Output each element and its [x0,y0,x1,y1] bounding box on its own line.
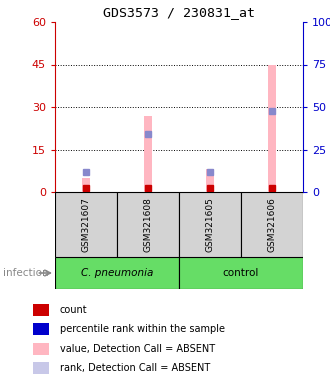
Bar [179,257,303,289]
Text: GSM321608: GSM321608 [144,197,152,252]
Text: infection: infection [3,268,49,278]
Bar [206,169,214,192]
Bar [144,116,152,192]
Bar [55,257,179,289]
Text: count: count [59,305,87,315]
Bar [33,362,49,374]
Bar [179,192,241,257]
Bar [33,303,49,316]
Text: rank, Detection Call = ABSENT: rank, Detection Call = ABSENT [59,363,210,373]
Text: GSM321607: GSM321607 [82,197,90,252]
Text: GSM321605: GSM321605 [206,197,214,252]
Bar [241,192,303,257]
Bar [55,192,117,257]
Title: GDS3573 / 230831_at: GDS3573 / 230831_at [103,7,255,20]
Text: C. pneumonia: C. pneumonia [81,268,153,278]
Bar [33,343,49,355]
Text: percentile rank within the sample: percentile rank within the sample [59,324,224,334]
Text: control: control [223,268,259,278]
Text: GSM321606: GSM321606 [268,197,277,252]
Text: value, Detection Call = ABSENT: value, Detection Call = ABSENT [59,344,215,354]
Bar [268,65,276,192]
Bar [82,178,90,192]
Bar [117,192,179,257]
Bar [33,323,49,336]
